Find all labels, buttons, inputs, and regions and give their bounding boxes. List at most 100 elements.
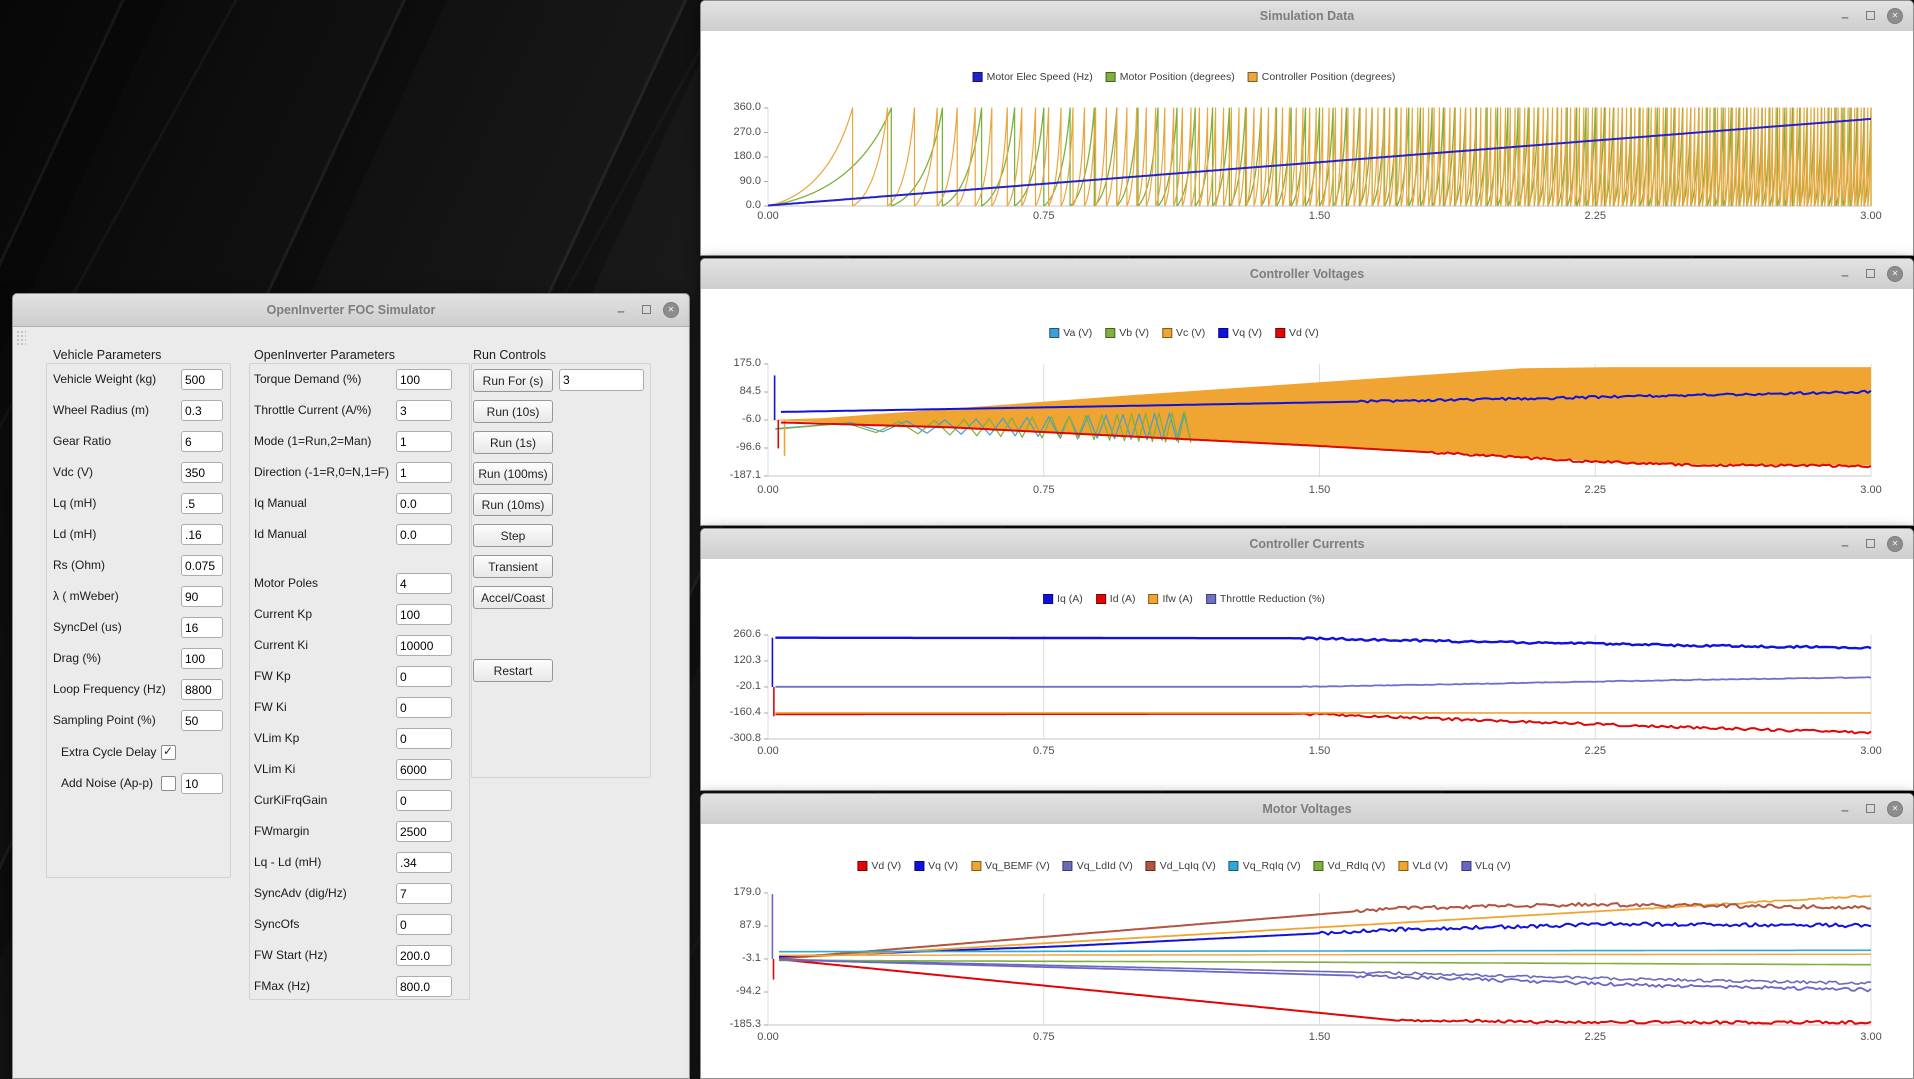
maximize-icon[interactable]	[638, 302, 654, 318]
legend-swatch	[970, 861, 981, 871]
add-noise-checkbox[interactable]	[161, 776, 176, 791]
vehicle-field-4-input[interactable]	[181, 493, 223, 514]
vehicle-parameters-group	[46, 363, 231, 878]
oi-field-b-8-label: FWmargin	[254, 824, 310, 838]
maximize-icon[interactable]	[1862, 266, 1878, 282]
add-noise-input[interactable]	[181, 773, 223, 794]
x-axis-tick-label: 0.00	[757, 210, 779, 222]
vehicle-field-6-label: Rs (Ohm)	[53, 558, 105, 572]
legend-swatch	[1274, 328, 1285, 338]
run-for-button[interactable]: Run For (s)	[473, 369, 553, 392]
oi-field-a-1-input[interactable]	[396, 400, 452, 421]
oi-field-a-3-input[interactable]	[396, 462, 452, 483]
x-axis-tick-label: 0.75	[1033, 210, 1055, 222]
oi-field-b-11-input[interactable]	[396, 914, 452, 935]
extra-cycle-delay-checkbox[interactable]	[161, 744, 176, 760]
oi-field-b-0-label: Motor Poles	[254, 576, 319, 590]
run-button-3[interactable]: Run (10ms)	[473, 493, 553, 516]
close-icon[interactable]	[663, 302, 679, 318]
simulator-titlebar[interactable]: OpenInverter FOC Simulator	[13, 294, 689, 327]
oi-field-a-0-input[interactable]	[396, 369, 452, 390]
oi-field-a-2-label: Mode (1=Run,2=Man)	[254, 434, 372, 448]
oi-field-b-12-label: FW Start (Hz)	[254, 948, 328, 962]
legend-item: Vq_LdId (V)	[1062, 860, 1133, 872]
vehicle-field-9-input[interactable]	[181, 648, 223, 669]
legend-swatch	[1105, 72, 1116, 82]
vehicle-field-0-input[interactable]	[181, 369, 223, 390]
vehicle-field-7-input[interactable]	[181, 586, 223, 607]
oi-field-b-2-label: Current Ki	[254, 638, 309, 652]
minimize-icon[interactable]	[1837, 536, 1853, 552]
legend-item: Vc (V)	[1162, 327, 1205, 339]
run-button-1[interactable]: Run (1s)	[473, 431, 553, 454]
maximize-icon[interactable]	[1862, 536, 1878, 552]
vehicle-field-5-input[interactable]	[181, 524, 223, 545]
run-button-6[interactable]: Accel/Coast	[473, 586, 553, 609]
run-button-5[interactable]: Transient	[473, 555, 553, 578]
vehicle-field-1-input[interactable]	[181, 400, 223, 421]
legend-label: Vq_BEMF (V)	[984, 860, 1050, 872]
chart-titlebar[interactable]: Controller Voltages	[701, 259, 1913, 290]
oi-field-b-4-label: FW Ki	[254, 700, 287, 714]
series-line	[779, 953, 1871, 956]
series-line	[780, 389, 1872, 413]
oi-field-b-1-input[interactable]	[396, 604, 452, 625]
close-icon[interactable]	[1887, 8, 1903, 24]
vehicle-field-5-label: Ld (mH)	[53, 527, 97, 541]
legend-swatch	[1218, 328, 1229, 338]
legend-label: Throttle Reduction (%)	[1219, 593, 1325, 605]
oi-field-b-9-input[interactable]	[396, 852, 452, 873]
run-button-4[interactable]: Step	[473, 524, 553, 547]
vehicle-field-10-input[interactable]	[181, 679, 223, 700]
oi-field-a-4-input[interactable]	[396, 493, 452, 514]
vehicle-field-6-input[interactable]	[181, 555, 223, 576]
x-axis-tick-label: 0.00	[757, 1031, 779, 1043]
chart-titlebar[interactable]: Controller Currents	[701, 529, 1913, 560]
plot-svg	[764, 363, 1872, 477]
oi-field-b-12-input[interactable]	[396, 945, 452, 966]
minimize-icon[interactable]	[1837, 266, 1853, 282]
close-icon[interactable]	[1887, 801, 1903, 817]
legend-label: Vq_RqIq (V)	[1242, 860, 1301, 872]
plot-svg	[764, 892, 1872, 1026]
y-axis-tick-label: 90.0	[739, 174, 761, 187]
minimize-icon[interactable]	[613, 302, 629, 318]
oi-field-b-10-input[interactable]	[396, 883, 452, 904]
vehicle-field-2-input[interactable]	[181, 431, 223, 452]
oi-field-b-5-input[interactable]	[396, 728, 452, 749]
vehicle-field-11-input[interactable]	[181, 710, 223, 731]
close-icon[interactable]	[1887, 536, 1903, 552]
oi-field-b-7-input[interactable]	[396, 790, 452, 811]
run-controls-heading: Run Controls	[473, 348, 546, 362]
legend-label: Vb (V)	[1119, 327, 1150, 339]
run-button-0[interactable]: Run (10s)	[473, 400, 553, 423]
series-line	[778, 921, 1872, 958]
oi-field-b-3-input[interactable]	[396, 666, 452, 687]
chart-titlebar[interactable]: Simulation Data	[701, 1, 1913, 32]
oi-field-b-2-input[interactable]	[396, 635, 452, 656]
minimize-icon[interactable]	[1837, 801, 1853, 817]
oi-field-b-4-input[interactable]	[396, 697, 452, 718]
vehicle-field-3-input[interactable]	[181, 462, 223, 483]
oi-field-b-8-input[interactable]	[396, 821, 452, 842]
maximize-icon[interactable]	[1862, 8, 1878, 24]
x-axis-tick-label: 2.25	[1584, 210, 1606, 222]
series-line	[778, 895, 1872, 960]
chart-titlebar[interactable]: Motor Voltages	[701, 794, 1913, 825]
y-axis-tick-label: -187.1	[729, 469, 761, 481]
vehicle-field-8-label: SyncDel (us)	[53, 620, 122, 634]
minimize-icon[interactable]	[1837, 8, 1853, 24]
restart-button[interactable]: Restart	[473, 659, 553, 682]
series-line	[778, 958, 1872, 985]
oi-field-b-0-input[interactable]	[396, 573, 452, 594]
oi-field-b-13-input[interactable]	[396, 976, 452, 997]
maximize-icon[interactable]	[1862, 801, 1878, 817]
oi-field-a-2-input[interactable]	[396, 431, 452, 452]
run-for-input[interactable]	[559, 369, 644, 391]
close-icon[interactable]	[1887, 266, 1903, 282]
series-gen	[775, 411, 1192, 444]
oi-field-a-5-input[interactable]	[396, 524, 452, 545]
oi-field-b-6-input[interactable]	[396, 759, 452, 780]
run-button-2[interactable]: Run (100ms)	[473, 462, 553, 485]
vehicle-field-8-input[interactable]	[181, 617, 223, 638]
